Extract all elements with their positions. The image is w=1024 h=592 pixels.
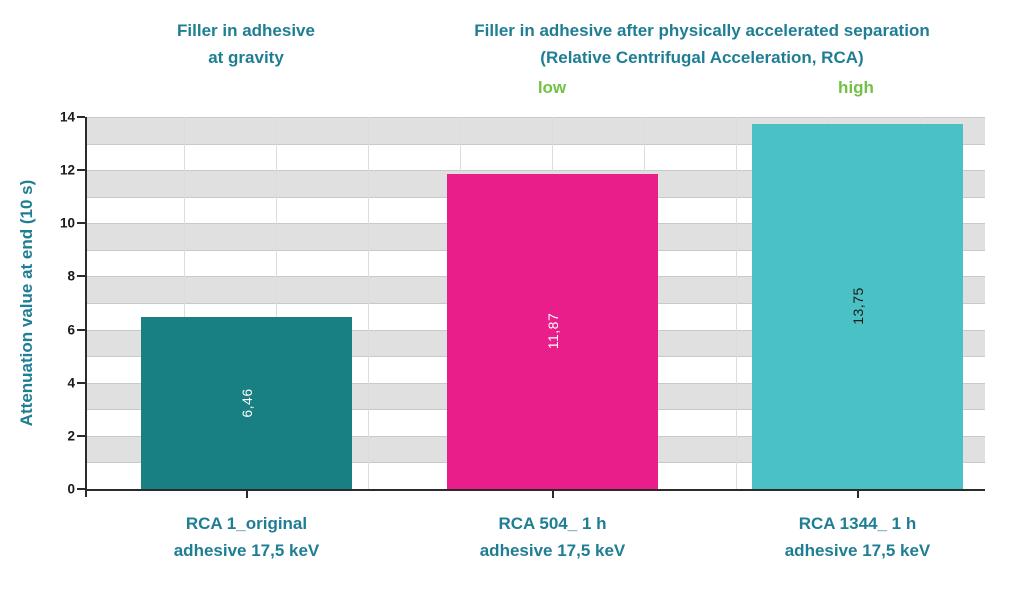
header-line-1: Filler in adhesive	[177, 21, 315, 40]
bar-1: 6,46	[141, 317, 352, 489]
bar-2: 11,87	[447, 173, 658, 489]
h-gridline	[87, 117, 985, 118]
x-category-line: RCA 504_ 1 h	[498, 514, 607, 533]
y-tick-mark	[77, 222, 85, 225]
header-line-2: (Relative Centrifugal Acceleration, RCA)	[540, 48, 864, 67]
y-tick-mark	[77, 328, 85, 331]
y-tick-mark	[77, 275, 85, 278]
rca-low-label: low	[537, 78, 567, 97]
x-category-label: RCA 504_ 1 h adhesive 17,5 keV	[480, 510, 626, 564]
x-category-label: RCA 1_original adhesive 17,5 keV	[174, 510, 320, 564]
x-tick-mark	[245, 491, 248, 498]
y-tick-label: 6	[67, 322, 75, 338]
plot-area: 6,46 11,87 13,75	[85, 117, 985, 497]
h-gridline	[87, 170, 985, 172]
y-tick-mark	[77, 381, 85, 384]
v-gridline	[368, 117, 369, 489]
y-tick-label: 14	[59, 109, 75, 125]
bar-value-label: 13,75	[849, 287, 866, 326]
x-category-label: RCA 1344_ 1 h adhesive 17,5 keV	[785, 510, 931, 564]
y-tick-mark	[77, 116, 85, 118]
v-gridline	[736, 117, 737, 489]
column-header-rca: Filler in adhesive after physically acce…	[474, 17, 929, 71]
bar-value-label: 6,46	[238, 388, 255, 418]
x-tick-mark	[856, 491, 859, 498]
x-category-line: RCA 1344_ 1 h	[798, 514, 917, 533]
y-tick-label: 10	[59, 215, 75, 231]
x-axis-line	[85, 489, 985, 491]
header-line-2: at gravity	[208, 48, 284, 67]
x-tick-mark	[551, 491, 554, 498]
column-header-gravity: Filler in adhesive at gravity	[177, 17, 315, 71]
y-tick-label: 12	[59, 162, 75, 178]
y-axis-line	[85, 117, 87, 497]
v-gridline	[184, 117, 185, 489]
v-gridline	[276, 117, 277, 489]
y-tick-mark	[77, 169, 85, 172]
bar-value-label: 11,87	[544, 313, 561, 350]
h-gridline	[87, 143, 985, 145]
x-category-line: adhesive 17,5 keV	[173, 541, 320, 560]
x-category-line: adhesive 17,5 keV	[479, 541, 626, 560]
y-tick-mark	[77, 434, 85, 437]
x-category-line: adhesive 17,5 keV	[784, 541, 931, 560]
rca-high-label: high	[838, 78, 874, 97]
x-category-line: RCA 1_original	[185, 514, 308, 533]
y-tick-label: 8	[67, 268, 75, 284]
y-tick-label: 4	[67, 375, 75, 391]
header-line-1: Filler in adhesive after physically acce…	[474, 21, 930, 40]
bar-3: 13,75	[752, 123, 963, 489]
y-tick-label: 0	[67, 481, 75, 497]
y-tick-label: 2	[67, 428, 75, 444]
y-tick-mark	[77, 488, 85, 490]
